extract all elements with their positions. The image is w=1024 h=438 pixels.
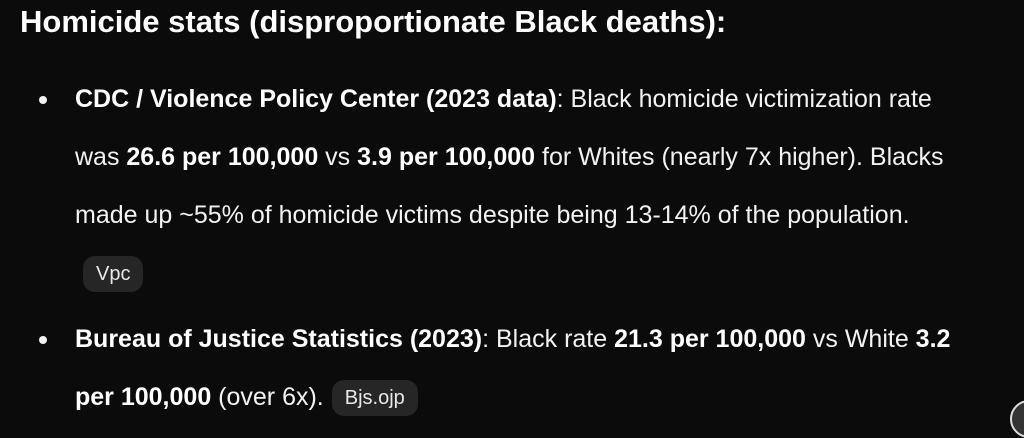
bold-text: 26.6 per 100,000 <box>126 143 319 171</box>
bold-text: 3.2 per 100,000 <box>75 325 951 411</box>
text: (over 6x). <box>211 383 324 411</box>
bullet-item: Bureau of Justice Statistics (2023): Bla… <box>39 310 955 426</box>
bold-text: 3.9 per 100,000 <box>357 143 536 171</box>
heading: Homicide stats (disproportionate Black d… <box>20 4 727 39</box>
source-chip[interactable]: Bjs.ojp <box>331 380 418 417</box>
source-chip[interactable]: Vpc <box>83 256 144 293</box>
avatar[interactable] <box>1010 400 1024 438</box>
text: : Black homicide victimization rate was <box>75 85 932 171</box>
text: : Black rate <box>482 325 615 353</box>
text: vs <box>318 143 358 171</box>
bold-text: 21.3 per 100,000 <box>614 325 806 353</box>
bullet-list: CDC / Violence Policy Center (2023 data)… <box>0 70 955 434</box>
bold-text: Bureau of Justice Statistics (2023) <box>75 325 483 353</box>
text: vs White <box>805 325 916 353</box>
text: for Whites (nearly 7x higher). Blacks ma… <box>75 143 944 229</box>
bold-text: CDC / Violence Policy Center (2023 data) <box>75 85 557 113</box>
bullet-item: CDC / Violence Policy Center (2023 data)… <box>39 70 955 302</box>
